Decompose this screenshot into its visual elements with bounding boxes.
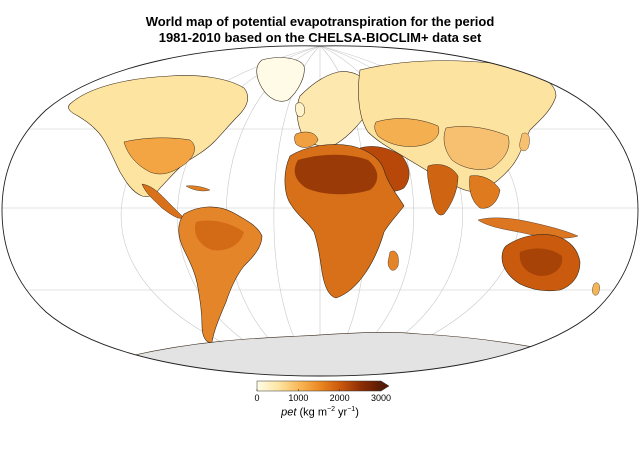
india bbox=[427, 164, 459, 216]
map-title-line-2: 1981-2010 based on the CHELSA-BIOCLIM+ d… bbox=[158, 30, 482, 45]
usa-south bbox=[123, 137, 195, 175]
greenland bbox=[256, 57, 305, 102]
colorbar-extend-arrow bbox=[380, 380, 390, 392]
globe-outline bbox=[1, 45, 639, 377]
japan bbox=[519, 132, 530, 152]
colorbar-title-unit-open: (kg m bbox=[296, 406, 327, 419]
madagascar bbox=[387, 250, 399, 271]
new-zealand bbox=[592, 282, 600, 296]
colorbar-gradient bbox=[256, 380, 382, 392]
colorbar-tick-label: 2000 bbox=[329, 393, 350, 403]
colorbar-ticks bbox=[256, 389, 382, 391]
map-title: World map of potential evapotranspiratio… bbox=[0, 14, 640, 46]
colorbar-title-exp1: −2 bbox=[326, 406, 335, 413]
uk bbox=[295, 102, 305, 117]
north-america bbox=[68, 75, 249, 197]
colorbar-title-variable: pet bbox=[281, 406, 297, 419]
colorbar-tick-label: 0 bbox=[254, 393, 260, 403]
colorbar-title-exp2: −1 bbox=[347, 406, 356, 413]
caribbean bbox=[185, 185, 211, 192]
colorbar bbox=[256, 380, 390, 392]
indonesia bbox=[477, 217, 579, 239]
iberia bbox=[294, 131, 319, 148]
colorbar-title-unit-close: ) bbox=[355, 406, 359, 419]
sahara bbox=[294, 154, 378, 195]
southeast-asia bbox=[469, 175, 501, 209]
map-title-line-1: World map of potential evapotranspiratio… bbox=[145, 14, 495, 29]
china bbox=[443, 126, 510, 170]
colorbar-title-unit-mid: yr bbox=[334, 406, 348, 419]
colorbar-title: pet (kg m−2 yr−1) bbox=[250, 406, 390, 419]
australia-interior bbox=[519, 248, 563, 276]
central-asia bbox=[374, 118, 440, 147]
colorbar-tick-label: 1000 bbox=[288, 393, 309, 403]
colorbar-tick-label: 3000 bbox=[370, 393, 392, 403]
amazon-core bbox=[194, 220, 244, 251]
